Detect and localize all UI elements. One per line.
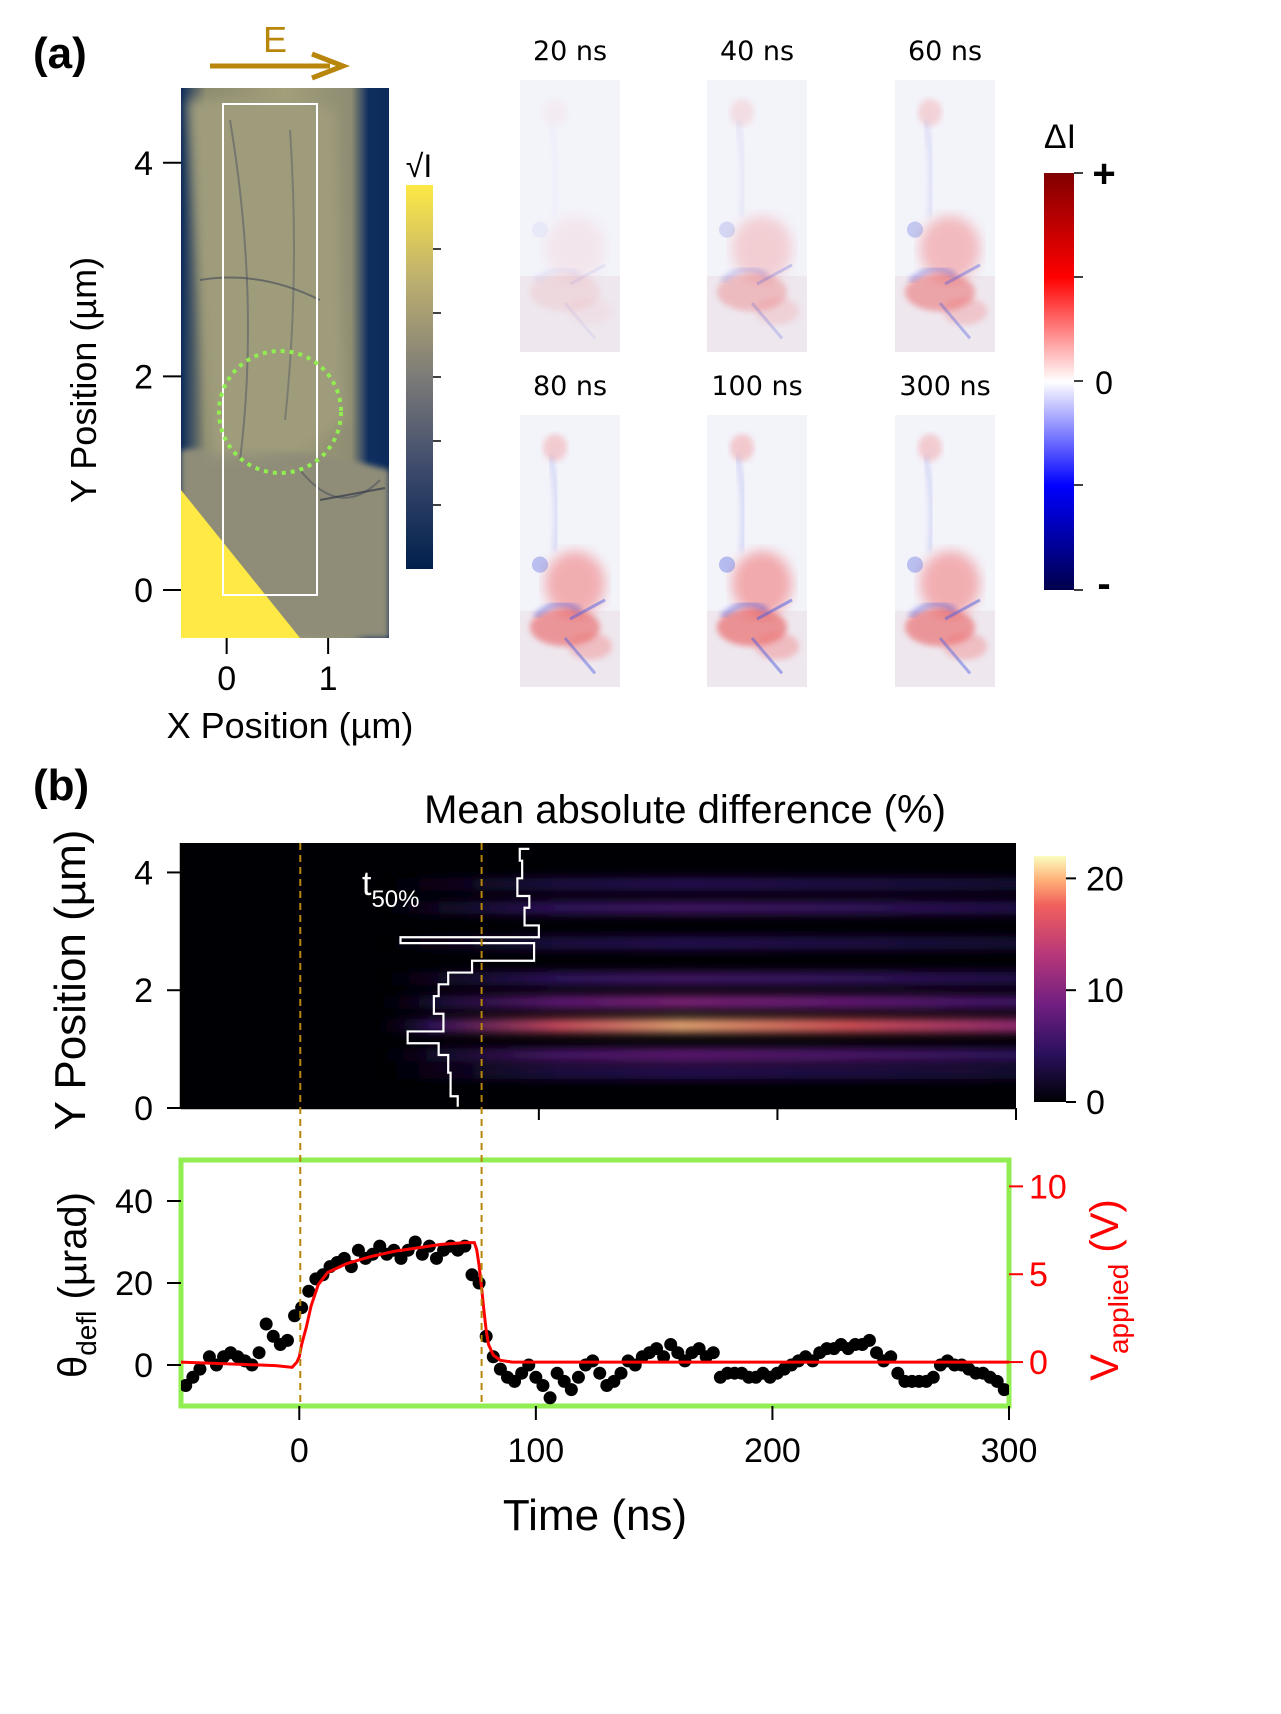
- difference-frame-1: [707, 80, 807, 352]
- heatmap-band-2: [181, 1019, 1016, 1033]
- heatmap-ylabel: Y Position (µm): [46, 830, 95, 1131]
- voltage-line: [181, 1241, 1009, 1369]
- heatmap-band-6: [181, 901, 1016, 915]
- heatmap-band-3: [181, 995, 1016, 1009]
- difference-colorbar-plus: +: [1092, 152, 1115, 196]
- frame-time-label-5: 300 ns: [899, 371, 990, 402]
- deflection-point: [657, 1350, 671, 1364]
- deflection-point: [862, 1333, 876, 1347]
- heatmap-ytick-label-0: 0: [134, 1090, 153, 1128]
- deflection-xtick-label-3: 300: [981, 1432, 1038, 1470]
- heatmap-ytick-label-2: 4: [134, 854, 153, 892]
- difference-colorbar-zero: 0: [1095, 365, 1113, 401]
- deflection-point: [571, 1370, 585, 1384]
- pulse-guide-lines: [299, 843, 483, 1406]
- t50-label: t50%: [362, 865, 420, 913]
- deflection-xtick-label-0: 0: [290, 1432, 309, 1470]
- heatmap-band-5: [181, 936, 1016, 950]
- field-arrow-icon: [210, 51, 350, 81]
- deflection-xtick-label-2: 200: [744, 1432, 801, 1470]
- deflection-point: [252, 1346, 266, 1360]
- frame-time-label-3: 80 ns: [533, 371, 607, 402]
- deflection-point: [614, 1366, 628, 1380]
- deflection-xtick-label-1: 100: [507, 1432, 564, 1470]
- heatmap-colorbar-ticks: 0 10 20: [1066, 860, 1124, 1122]
- deflection-point: [193, 1362, 207, 1376]
- deflection-point: [302, 1284, 316, 1298]
- deflection-point: [536, 1379, 550, 1392]
- heatmap-title: Mean absolute difference (%): [424, 788, 946, 832]
- difference-colorbar-label: ΔI: [1044, 118, 1076, 156]
- heatmap-colorbar-label-2: 20: [1086, 860, 1124, 898]
- voltage-ytick-label-0: 0: [1029, 1344, 1048, 1382]
- deflection-xlabel: Time (ns): [503, 1491, 687, 1540]
- image-axes: 0 2 4 0 1 X Position (µm) Y Position (µm): [63, 145, 413, 746]
- roi-circle: [217, 349, 343, 475]
- difference-frames: 20 ns 40 ns 60 ns 80 ns 100 ns 300 ns: [520, 36, 995, 687]
- image-ytick-label-2: 4: [134, 145, 153, 183]
- frame-time-label-1: 40 ns: [720, 36, 794, 67]
- image-ytick-label-1: 2: [134, 358, 153, 396]
- panel-b-label: (b): [33, 761, 89, 810]
- difference-colorbar-ticks: [1074, 172, 1083, 591]
- deflection-point: [522, 1358, 536, 1372]
- t50-trace: [399, 847, 540, 1108]
- deflection-ytick-label-1: 20: [115, 1265, 153, 1303]
- difference-frame-5: [895, 415, 995, 687]
- voltage-ytick-label-1: 5: [1029, 1256, 1048, 1294]
- deflection-point: [926, 1370, 940, 1384]
- deflection-ylabel: θdefl (µrad): [51, 1192, 102, 1378]
- voltage-ytick-label-2: 10: [1029, 1168, 1067, 1206]
- image-xtick-label-1: 1: [319, 660, 338, 698]
- deflection-point: [280, 1333, 294, 1347]
- heatmap-axes: 0 2 4 Y Position (µm): [46, 830, 1017, 1131]
- heatmap-band-0: [181, 1066, 1016, 1080]
- difference-frame-2: [895, 80, 995, 352]
- deflection-point: [884, 1350, 898, 1364]
- heatmap-ytick-label-1: 2: [134, 972, 153, 1010]
- deflection-point: [564, 1383, 578, 1397]
- frame-time-label-4: 100 ns: [711, 371, 802, 402]
- sample-image: [181, 88, 389, 638]
- deflection-ytick-label-0: 0: [134, 1347, 153, 1385]
- deflection-point: [706, 1346, 720, 1360]
- image-ytick-label-0: 0: [134, 572, 153, 610]
- frame-time-label-2: 60 ns: [908, 36, 982, 67]
- deflection-point: [997, 1383, 1009, 1397]
- field-label: E: [263, 19, 287, 60]
- image-xlabel: X Position (µm): [167, 705, 414, 746]
- frame-time-label-0: 20 ns: [533, 36, 607, 67]
- deflection-ytick-label-2: 40: [115, 1183, 153, 1221]
- difference-frame-3: [520, 415, 620, 687]
- deflection-point: [259, 1317, 273, 1331]
- image-colorbar: [406, 185, 433, 569]
- deflection-point: [295, 1301, 309, 1315]
- difference-colorbar: [1044, 173, 1074, 590]
- heatmap-colorbar: [1034, 856, 1066, 1102]
- difference-frame-0: [520, 80, 620, 352]
- roi-rectangle: [222, 103, 318, 596]
- heatmap-band-7: [181, 877, 1016, 891]
- voltage-ylabel: Vapplied (V): [1083, 1199, 1134, 1380]
- deflection-axes: 0 20 40 0 100 200 300 0 5 10 Time (ns) θdefl (µrad)…: [51, 1168, 1134, 1540]
- deflection-point: [593, 1366, 607, 1380]
- deflection-point: [408, 1235, 422, 1249]
- image-colorbar-label: √I: [406, 148, 432, 184]
- heatmap-colorbar-label-1: 10: [1086, 972, 1124, 1010]
- image-ylabel: Y Position (µm): [63, 257, 104, 503]
- deflection-point: [543, 1391, 557, 1405]
- deflection-plot: [181, 1235, 1009, 1405]
- difference-colorbar-minus: -: [1097, 562, 1110, 606]
- heatmap-colorbar-label-0: 0: [1086, 1084, 1105, 1122]
- heatmap-band-4: [181, 971, 1016, 985]
- difference-heatmap: [181, 843, 1016, 1108]
- t50-step-line: [399, 847, 540, 1108]
- heatmap-band-1: [181, 1048, 1016, 1062]
- image-colorbar-ticks: [433, 248, 441, 506]
- panel-a-label: (a): [33, 29, 87, 78]
- image-xtick-label-0: 0: [217, 660, 236, 698]
- difference-frame-4: [707, 415, 807, 687]
